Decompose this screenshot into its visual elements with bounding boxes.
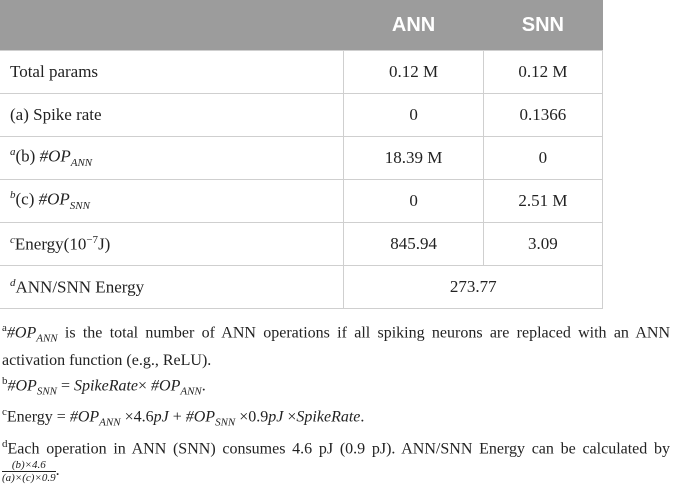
text: #OP — [69, 408, 100, 426]
table-row: Total params 0.12 M 0.12 M — [0, 50, 604, 94]
text: Total params — [10, 62, 99, 81]
ann-cell: 0 — [343, 93, 484, 137]
table-row: dANN/SNN Energy 273.77 — [0, 265, 603, 309]
footnote: dEach operation in ANN (SNN) consumes 4.… — [2, 434, 670, 484]
text: ANN — [99, 416, 121, 429]
text: pJ — [153, 408, 169, 426]
text: #OP — [151, 376, 181, 394]
ann-cell: 18.39 M — [343, 136, 484, 180]
text: (a) Spike rate — [10, 105, 102, 124]
text: ×4.6 — [120, 408, 154, 426]
header-cell: SNN — [483, 0, 603, 51]
text: SpikeRate — [74, 376, 139, 394]
footnote: cEnergy = #OPANN ×4.6pJ + #OPSNN ×0.9pJ … — [2, 402, 670, 434]
snn-cell: 0.1366 — [482, 93, 604, 137]
text: ×0.9 — [235, 408, 269, 426]
results-table: ANN SNN Total params 0.12 M 0.12 M (a) Spik… — [0, 0, 604, 309]
header-row: ANN SNN — [0, 0, 603, 51]
footnotes: a#OPANN is the total number of ANN opera… — [2, 318, 670, 484]
table-row: b(c) #OPSNN 0 2.51 M — [0, 179, 604, 223]
text: SNN — [36, 385, 58, 398]
text: ANN/SNN Energy — [15, 277, 145, 297]
text: −7 — [86, 233, 99, 246]
text: SNN — [69, 200, 90, 213]
row-label: Total params — [0, 50, 345, 94]
text: × — [283, 408, 297, 426]
text: SpikeRate — [296, 408, 361, 426]
text: b — [2, 374, 8, 387]
table-row: cEnergy(10−7J) 845.94 3.09 — [0, 222, 604, 266]
text: ANN — [70, 157, 93, 170]
header-cell: ANN — [343, 0, 484, 51]
text: #OP — [6, 324, 37, 342]
text: J) — [98, 234, 111, 254]
table-row: (a) Spike rate 0 0.1366 — [0, 93, 604, 137]
ann-cell: 0 — [343, 179, 484, 223]
text: . — [55, 462, 60, 480]
table-header: ANN SNN — [0, 0, 603, 51]
row-label: a(b) #OPANN — [0, 136, 345, 180]
snn-cell: 0.12 M — [482, 50, 604, 94]
snn-cell: 3.09 — [482, 222, 604, 266]
text: d — [2, 437, 8, 450]
text: Energy(10 — [14, 234, 87, 254]
text: #OP — [38, 190, 70, 210]
footnote: a#OPANN is the total number of ANN opera… — [2, 318, 670, 371]
text: a — [10, 146, 16, 159]
text: is the total number of ANN operations if… — [2, 324, 670, 369]
snn-cell: 2.51 M — [482, 179, 604, 223]
text: ANN — [36, 332, 58, 345]
text: #OP — [185, 408, 216, 426]
text: Each operation in ANN (SNN) consumes 4.6… — [7, 439, 671, 457]
merged-cell: 273.77 — [343, 265, 603, 309]
text: (c) — [15, 190, 39, 210]
table-body: Total params 0.12 M 0.12 M (a) Spike rate 0 0… — [0, 50, 604, 309]
text: Energy = — [6, 408, 70, 426]
text: a — [2, 322, 7, 334]
text: c — [2, 406, 7, 419]
text: SNN — [215, 416, 236, 429]
text: b — [10, 189, 16, 202]
text: + — [168, 408, 186, 426]
row-label: b(c) #OPSNN — [0, 179, 345, 223]
numerator: (b)×4.6 — [11, 458, 46, 471]
ann-cell: 845.94 — [343, 222, 484, 266]
text: . — [360, 408, 365, 426]
row-label: dANN/SNN Energy — [0, 265, 345, 309]
header-cell — [0, 0, 344, 51]
snn-cell: 0 — [482, 136, 604, 180]
footnote: b#OPSNN = SpikeRate× #OPANN. — [2, 371, 670, 403]
text: × — [138, 376, 152, 394]
row-label: (a) Spike rate — [0, 93, 345, 137]
text: #OP — [39, 147, 71, 167]
text: c — [10, 233, 15, 246]
fraction: (b)×4.6 (a)×(c)×0.9 — [2, 459, 56, 484]
text: pJ — [268, 408, 284, 426]
text: = — [57, 376, 75, 394]
denominator: (a)×(c)×0.9 — [2, 470, 56, 484]
row-label: cEnergy(10−7J) — [0, 222, 345, 266]
ann-cell: 0.12 M — [343, 50, 484, 94]
text: (b) — [15, 147, 40, 167]
text: ANN — [180, 385, 202, 398]
text: d — [10, 276, 16, 289]
text: . — [201, 376, 206, 394]
text: #OP — [7, 376, 37, 394]
